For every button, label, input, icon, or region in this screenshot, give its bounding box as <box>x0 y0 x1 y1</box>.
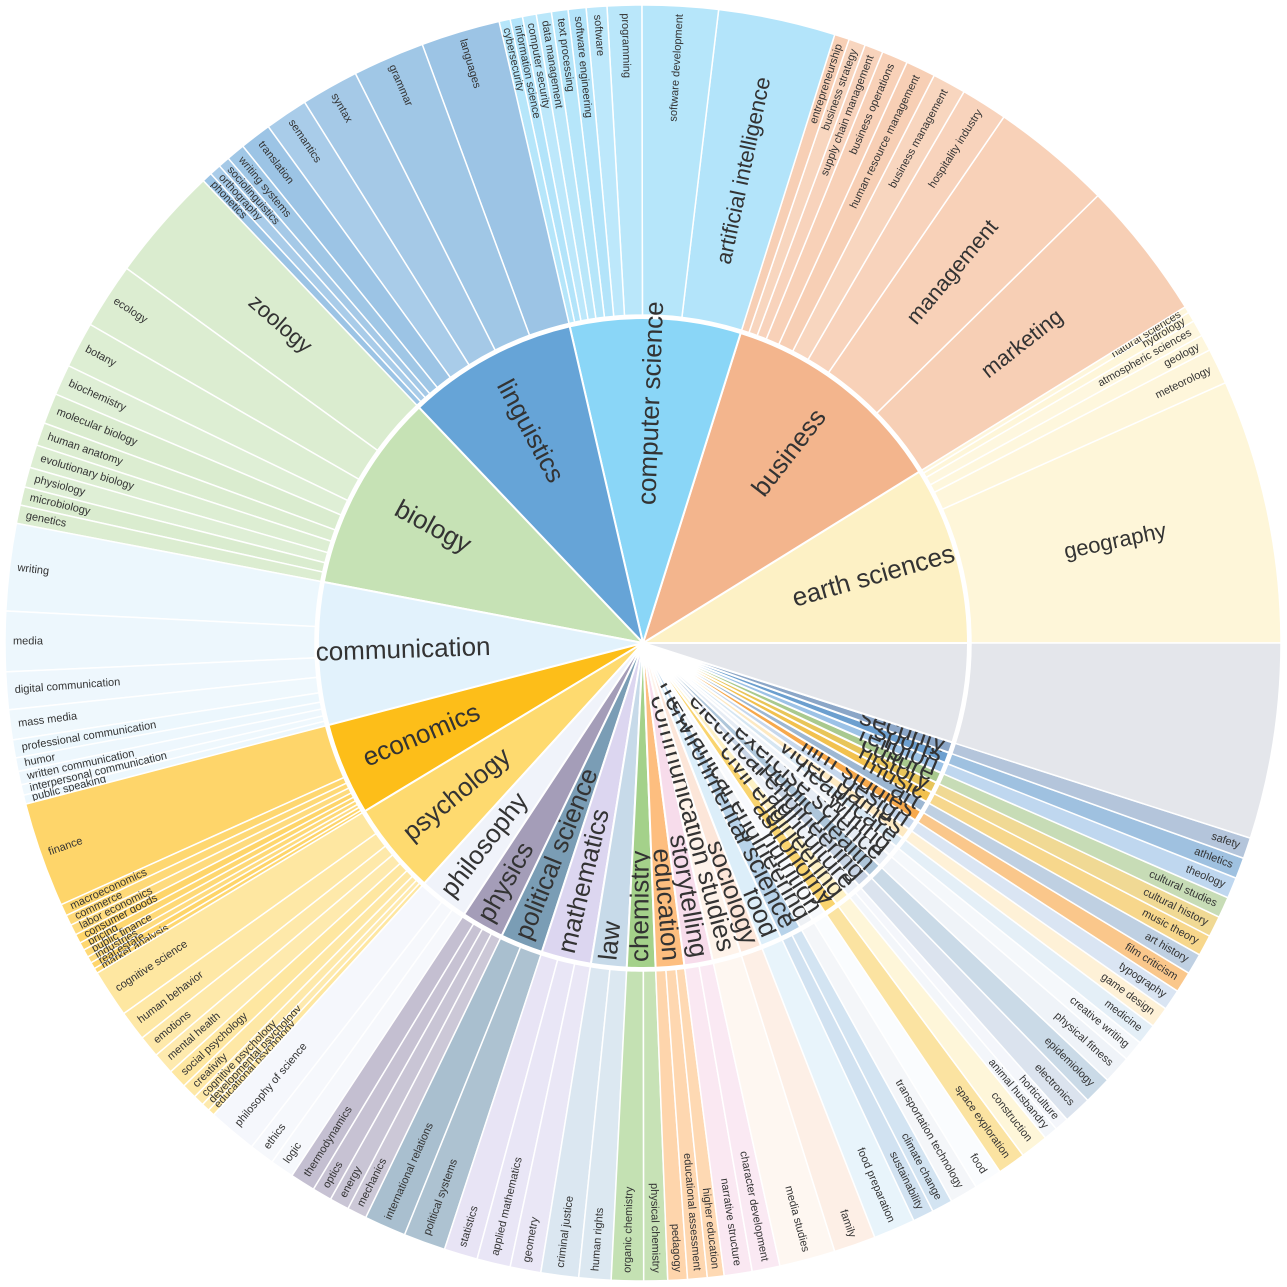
outer-label-writing: writing <box>16 562 50 578</box>
inner-segment-business[interactable] <box>641 331 921 646</box>
inner-label-communication: communication <box>315 631 491 667</box>
inner-label-law: law <box>592 919 626 961</box>
outer-label-software: software <box>591 14 606 56</box>
outer-segment-other-rest[interactable] <box>954 642 1282 840</box>
inner-label-chemistry: chemistry <box>624 851 655 962</box>
outer-label-human-rights: human rights <box>589 1207 606 1272</box>
inner-segment-communication[interactable] <box>317 580 644 727</box>
outer-label-pedagogy: pedagogy <box>669 1223 684 1272</box>
outer-label-programming: programming <box>619 13 633 78</box>
inner-segment-earth-sciences[interactable] <box>639 470 970 644</box>
inner-segment-linguistics[interactable] <box>417 325 645 647</box>
outer-label-physical-chemistry: physical chemistry <box>648 1183 662 1274</box>
outer-label-media: media <box>13 635 44 647</box>
inner-segment-computer-science[interactable] <box>568 317 742 647</box>
inner-segment-other[interactable] <box>642 642 970 744</box>
inner-segment-biology[interactable] <box>322 406 646 645</box>
outer-label-organic-chemistry: organic chemistry <box>622 1186 636 1273</box>
